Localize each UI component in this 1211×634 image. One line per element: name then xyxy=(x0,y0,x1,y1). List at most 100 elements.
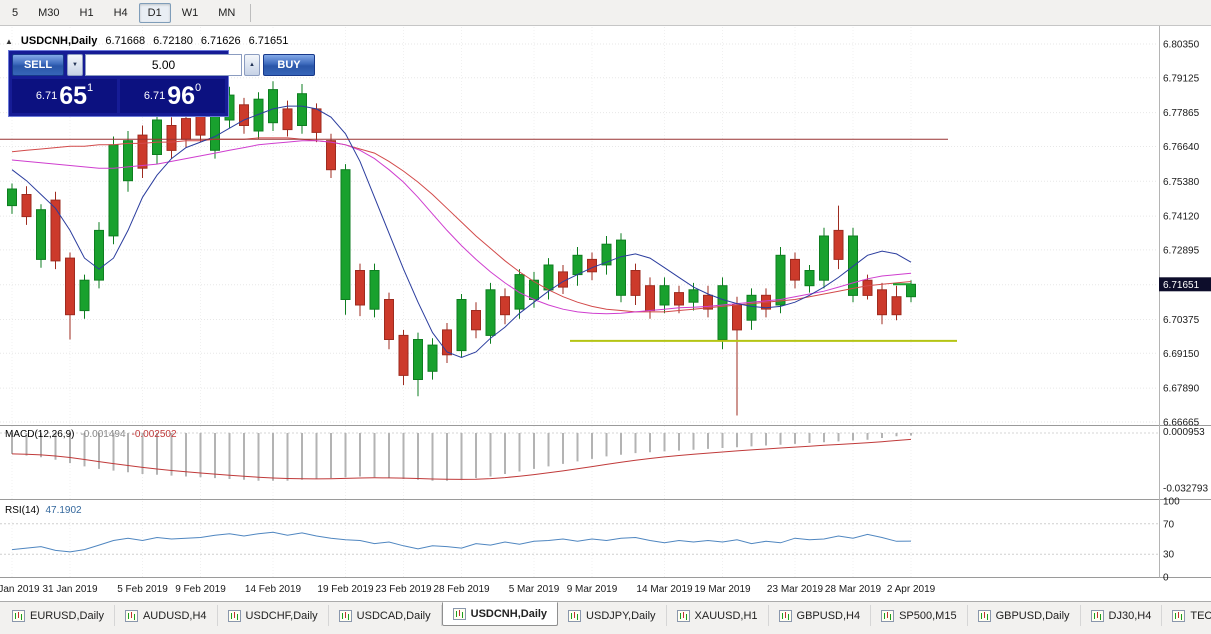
volume-decrease-button[interactable]: ▼ xyxy=(67,54,83,76)
chart-window[interactable]: 6.80350 6.79125 6.77865 6.76640 6.75380 6.741… xyxy=(0,26,1211,601)
rsi-line xyxy=(11,531,912,553)
svg-text:6.77865: 6.77865 xyxy=(1163,108,1200,119)
svg-text:6.66665: 6.66665 xyxy=(1163,418,1200,429)
svg-text:5 Feb 2019: 5 Feb 2019 xyxy=(117,584,168,595)
svg-text:6.67890: 6.67890 xyxy=(1163,384,1200,395)
svg-text:6.79125: 6.79125 xyxy=(1163,73,1200,84)
chart-icon xyxy=(452,608,466,620)
up-arrow-icon: ▲ xyxy=(249,62,255,68)
tab-gbpusd-h4[interactable]: GBPUSD,H4 xyxy=(769,605,872,626)
tab-eurusd-daily[interactable]: EURUSD,Daily xyxy=(2,605,115,626)
timeframe-button-5[interactable]: 5 xyxy=(3,3,27,23)
svg-text:26 Jan 2019: 26 Jan 2019 xyxy=(0,584,40,595)
price-axis-labels: 6.80350 6.79125 6.77865 6.76640 6.75380 6.741… xyxy=(1163,40,1200,429)
tab-label: GBPUSD,H4 xyxy=(796,609,861,622)
svg-text:0.000953: 0.000953 xyxy=(1163,427,1205,438)
timeframe-button-mn[interactable]: MN xyxy=(209,3,244,23)
svg-text:19 Feb 2019: 19 Feb 2019 xyxy=(317,584,374,595)
sell-price-big-digits: 65 xyxy=(59,82,88,110)
tab-audusd-h4[interactable]: AUDUSD,H4 xyxy=(115,605,218,626)
chart-icon xyxy=(12,609,25,622)
svg-text:2 Apr 2019: 2 Apr 2019 xyxy=(887,584,936,595)
chart-icon xyxy=(1172,609,1186,622)
sell-price-display[interactable]: 6.71 65 1 xyxy=(12,79,117,113)
tab-label: GBPUSD,Daily xyxy=(995,609,1070,622)
chart-icon xyxy=(778,609,792,622)
chart-icon xyxy=(881,609,895,622)
buy-price-prefix: 6.71 xyxy=(143,90,166,102)
ma-slow-line xyxy=(11,137,912,313)
tab-label: AUDUSD,H4 xyxy=(142,609,207,622)
chart-tab-bar: EURUSD,Daily AUDUSD,H4 USDCHF,Daily USDCAD,… xyxy=(0,601,1211,634)
rsi-label: RSI(14) 47.1902 xyxy=(5,505,82,516)
volume-increase-button[interactable]: ▲ xyxy=(244,54,260,76)
svg-text:28 Feb 2019: 28 Feb 2019 xyxy=(433,584,490,595)
tab-label: DJ30,H4 xyxy=(1108,609,1152,622)
svg-text:100: 100 xyxy=(1163,497,1180,508)
chart-icon xyxy=(227,609,241,622)
timeframe-button-d1[interactable]: D1 xyxy=(138,2,171,23)
sell-price-pip: 1 xyxy=(87,82,94,94)
svg-text:6.71651: 6.71651 xyxy=(1163,280,1200,291)
tab-label: USDCHF,Daily xyxy=(245,609,318,622)
buy-price-display[interactable]: 6.71 96 0 xyxy=(120,79,225,113)
tab-usdchf-daily[interactable]: USDCHF,Daily xyxy=(218,605,329,626)
quote-low: 6.71626 xyxy=(200,35,241,47)
svg-text:5 Mar 2019: 5 Mar 2019 xyxy=(509,584,560,595)
svg-text:70: 70 xyxy=(1163,519,1175,530)
one-click-toggle-icon[interactable]: ▲ xyxy=(5,36,13,46)
tab-tech100-h1[interactable]: TECH100,H1 xyxy=(1162,605,1211,626)
tab-sp500-m15[interactable]: SP500,M15 xyxy=(871,605,968,626)
buy-price-big-digits: 96 xyxy=(167,82,196,110)
rsi-axis-labels: 100 70 30 0 xyxy=(1163,497,1180,584)
svg-text:14 Feb 2019: 14 Feb 2019 xyxy=(245,584,302,595)
timeframe-button-w1[interactable]: W1 xyxy=(173,3,208,23)
quote-high: 6.72180 xyxy=(153,35,193,47)
chart-icon xyxy=(977,609,991,622)
svg-text:6.69150: 6.69150 xyxy=(1163,349,1200,360)
sell-price-prefix: 6.71 xyxy=(35,90,58,102)
macd-main-value: -0.001494 xyxy=(80,429,126,440)
timeframe-button-m30[interactable]: M30 xyxy=(29,3,68,23)
chart-icon xyxy=(124,609,138,622)
tab-label: USDJPY,Daily xyxy=(586,609,656,622)
svg-text:6.70375: 6.70375 xyxy=(1163,315,1200,326)
svg-text:6.74120: 6.74120 xyxy=(1163,212,1200,223)
svg-text:6.80350: 6.80350 xyxy=(1163,40,1200,51)
svg-text:30: 30 xyxy=(1163,550,1175,561)
toolbar-separator xyxy=(250,3,252,22)
pane-dividers[interactable] xyxy=(0,425,1211,578)
svg-text:0: 0 xyxy=(1163,573,1169,584)
chart-canvas[interactable]: 6.80350 6.79125 6.77865 6.76640 6.75380 6.741… xyxy=(0,26,1211,601)
buy-button[interactable]: BUY xyxy=(263,54,315,76)
tab-usdcnh-daily[interactable]: USDCNH,Daily xyxy=(441,602,559,626)
tab-usdcad-daily[interactable]: USDCAD,Daily xyxy=(329,605,442,626)
timeframe-button-h4[interactable]: H4 xyxy=(105,3,137,23)
tab-label: USDCAD,Daily xyxy=(356,609,431,622)
tab-label: TECH100,H1 xyxy=(1190,609,1211,622)
svg-text:19 Mar 2019: 19 Mar 2019 xyxy=(694,584,751,595)
sell-button[interactable]: SELL xyxy=(12,54,64,76)
svg-text:14 Mar 2019: 14 Mar 2019 xyxy=(636,584,693,595)
tab-usdjpy-daily[interactable]: USDJPY,Daily xyxy=(558,605,667,626)
volume-input[interactable] xyxy=(85,54,242,76)
macd-axis-labels: 0.000953 -0.032793 xyxy=(1163,427,1208,494)
rsi-level-lines xyxy=(0,523,1158,555)
chart-icon xyxy=(338,609,352,622)
macd-name: MACD(12,26,9) xyxy=(5,429,75,440)
chart-icon xyxy=(1090,609,1104,622)
macd-label: MACD(12,26,9) -0.001494 -0.002502 xyxy=(5,429,177,440)
ma-medium-line xyxy=(11,140,912,315)
svg-text:-0.032793: -0.032793 xyxy=(1163,483,1208,494)
timeframe-button-h1[interactable]: H1 xyxy=(71,3,103,23)
tab-gbpusd-daily[interactable]: GBPUSD,Daily xyxy=(968,605,1081,626)
volume-control: ▼ ▲ xyxy=(67,54,260,76)
tab-xauusd-h1[interactable]: XAUUSD,H1 xyxy=(667,605,769,626)
rsi-name: RSI(14) xyxy=(5,505,40,516)
bear-candles xyxy=(21,104,902,376)
svg-text:6.72895: 6.72895 xyxy=(1163,245,1200,256)
tab-dj30-h4[interactable]: DJ30,H4 xyxy=(1081,605,1163,626)
macd-signal-value: -0.002502 xyxy=(131,429,177,440)
